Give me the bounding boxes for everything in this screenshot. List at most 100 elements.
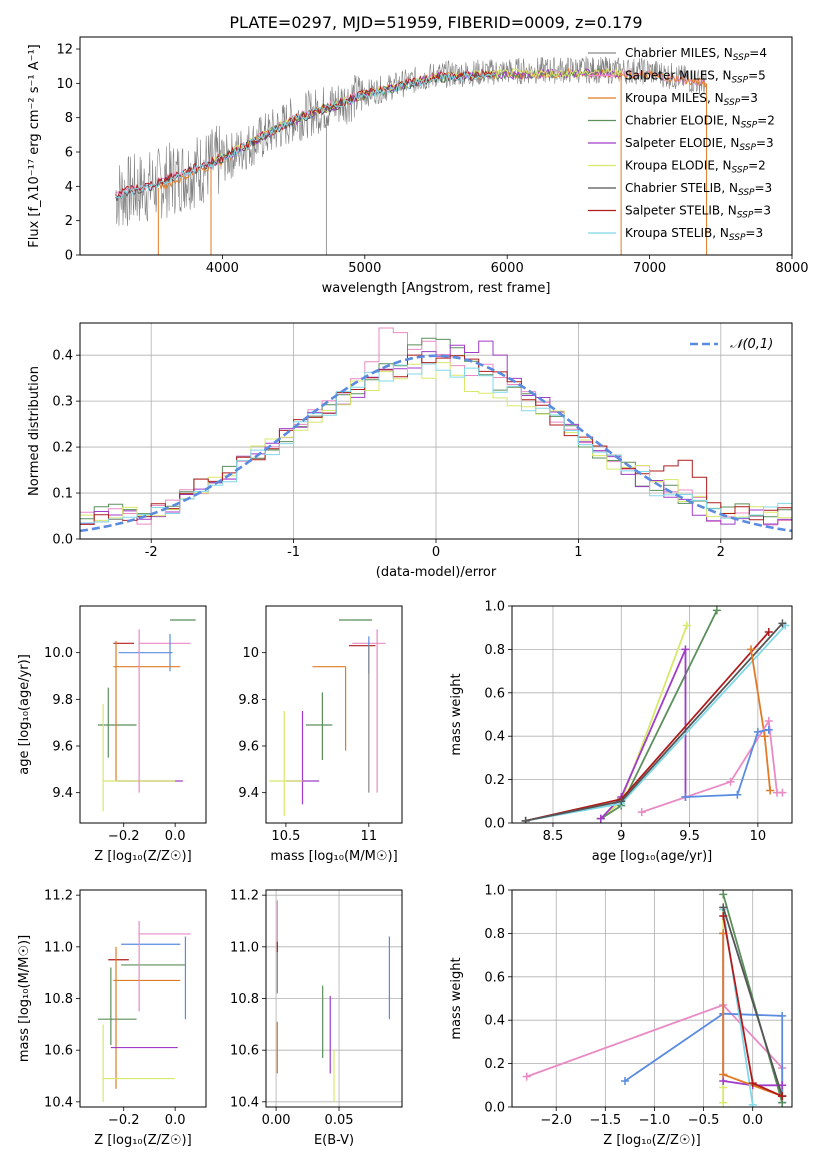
mass_vs_age-xtick-label: 10.5 (271, 829, 300, 844)
age_vs_massweight-point-marker (778, 619, 787, 628)
spectrum-ytick-label: 12 (56, 43, 73, 58)
z_vs_massweight-xtick-label: −1.0 (639, 1113, 671, 1128)
z_vs_massweight-series-line (722, 907, 784, 1097)
age_vs_massweight-point-marker (764, 628, 773, 637)
age_vs_massweight-series-line (600, 649, 687, 820)
spectrum-series-line (115, 71, 494, 199)
age_vs_massweight-xtick-label: 8.5 (543, 829, 564, 844)
legend-label: Chabrier MILES, NSSP=4 (625, 46, 767, 63)
mass_vs_age-ytick-label: 9.4 (238, 786, 259, 801)
spectrum-ytick-label: 4 (65, 180, 73, 195)
z_vs_massweight-ytick-label: 0.0 (484, 1101, 505, 1116)
age_vs_massweight-ytick-label: 0.0 (484, 817, 505, 832)
ebv_vs_mass-ytick-label: 11.2 (230, 889, 259, 904)
spectrum-xtick-label: 5000 (348, 261, 381, 276)
residuals-ytick-label: 0.2 (52, 441, 73, 456)
legend-label: Chabrier ELODIE, NSSP=2 (625, 114, 775, 131)
ebv_vs_mass-marks (276, 900, 391, 1102)
age_vs_massweight-ytick-label: 0.4 (484, 730, 505, 745)
legend-label: Chabrier STELIB, NSSP=3 (625, 181, 772, 198)
age_vs_massweight-point-marker (596, 814, 605, 823)
age_vs_massweight-xtick-label: 9 (617, 829, 625, 844)
z_vs_age-ylabel: age [log₁₀(age/yr)] (17, 654, 32, 775)
z_vs_massweight-ytick-label: 0.8 (484, 927, 505, 942)
age_vs_massweight-ytick-label: 0.2 (484, 773, 505, 788)
residuals-ytick-label: 0.3 (52, 395, 73, 410)
spectrum-panel: 4000 5000 6000 7000 8000 0 2 4 6 8 10 12 wavelength … (27, 36, 809, 296)
z_vs_mass-ytick-label: 10.6 (44, 1044, 73, 1059)
age_vs_massweight-point-marker (726, 777, 735, 786)
z_vs_massweight-xtick-label: 0.0 (742, 1113, 763, 1128)
z_vs_mass-ytick-label: 10.8 (44, 992, 73, 1007)
mass_vs_age-ytick-label: 9.8 (238, 693, 259, 708)
age_vs_massweight-point-marker (760, 732, 769, 741)
spectrum-ytick-label: 0 (65, 249, 73, 264)
age_vs_massweight-point-marker (764, 717, 773, 726)
age_vs_massweight-point-marker (637, 808, 646, 817)
age_vs_massweight-point-marker (778, 788, 787, 797)
age_vs_massweight-ytick-label: 0.8 (484, 643, 505, 658)
age_vs_massweight-point-marker (712, 606, 721, 615)
ebv_vs_mass-ytick-label: 10.4 (230, 1095, 259, 1110)
age_vs_massweight-point-marker (764, 725, 773, 734)
residuals-xtick-label: 1 (574, 545, 582, 560)
z_vs_mass-ytick-label: 10.4 (44, 1095, 73, 1110)
residuals-xlabel: (data-model)/error (376, 565, 497, 580)
spectrum-xtick-label: 6000 (491, 261, 524, 276)
z_vs_age-ytick-label: 9.6 (52, 740, 73, 755)
residuals-frame (79, 322, 793, 540)
z_vs_massweight-point-marker (620, 1076, 629, 1085)
spectrum-ylabel: Flux [f_λ10⁻¹⁷ erg cm⁻² s⁻¹ A⁻¹] (27, 44, 42, 248)
age_vs_massweight-point-marker (681, 645, 690, 654)
z_vs_massweight-ytick-label: 0.4 (484, 1014, 505, 1029)
legend-label: 𝒩(0,1) (730, 337, 773, 352)
mass_vs_age-marks (269, 619, 386, 816)
z_vs_age-xtick-label: 0.0 (165, 829, 186, 844)
ebv_vs_mass-xtick-label: 0.00 (262, 1113, 291, 1128)
spectrum-xtick-label: 4000 (206, 261, 239, 276)
mass_vs_age-ytick-label: 10 (242, 646, 259, 661)
ebv_vs_mass-xlabel: E(B-V) (314, 1133, 354, 1148)
z_vs_massweight-xtick-label: −1.5 (590, 1113, 622, 1128)
z_vs_massweight-point-marker (719, 912, 728, 921)
figure-title: PLATE=0297, MJD=51959, FIBERID=0009, z=0… (229, 13, 642, 32)
age_vs_massweight-point-marker (682, 621, 691, 630)
age_vs_massweight-point-marker (747, 645, 756, 654)
z_vs_age-xtick-label: −0.2 (108, 829, 140, 844)
z_vs_massweight-series-line (624, 1012, 784, 1103)
z_vs_massweight-point-marker (719, 890, 728, 899)
residual-lines (80, 327, 792, 533)
z_vs_massweight-point-marker (748, 1100, 757, 1107)
spectrum-xtick-label: 8000 (775, 261, 808, 276)
z_vs_age-ytick-label: 10.0 (44, 646, 73, 661)
z_vs_age-marks (98, 619, 196, 812)
residuals-panel: -2 -1 0 1 2 0.0 0.1 0.2 0.3 0.4 (data-model)/error… (27, 322, 793, 580)
age_vs_massweight-ytick-label: 1.0 (484, 600, 505, 615)
z_vs_massweight-panel: −2.0 −1.5 −1.0 −0.5 0.0 0.0 0.2 0.4 0.6 0.8 1.0 Z [… (449, 884, 793, 1148)
age_vs_massweight-panel: 8.5 9 9.5 10 0.0 0.2 0.4 0.6 0.8 1.0 age [log₁₀(ag… (449, 600, 793, 864)
z_vs_mass-ylabel: mass [log₁₀(M/M☉)] (17, 935, 32, 1062)
z_vs_massweight-point-marker (719, 1070, 728, 1079)
z_vs_mass-xtick-label: 0.0 (165, 1113, 186, 1128)
spectrum-xtick-label: 7000 (633, 261, 666, 276)
z_vs_mass-ytick-label: 11.0 (44, 940, 73, 955)
z_vs_massweight-ytick-label: 1.0 (484, 884, 505, 899)
mass_vs_age-ytick-label: 9.6 (238, 740, 259, 755)
z_vs_massweight-xtick-label: −2.0 (540, 1113, 572, 1128)
age_vs_massweight-xlabel: age [log₁₀(age/yr)] (592, 849, 713, 864)
residuals-xtick-label: -1 (287, 545, 300, 560)
age_vs_massweight-series-line (685, 728, 769, 798)
legend-label: Kroupa ELODIE, NSSP=2 (625, 159, 766, 176)
ebv_vs_mass-ytick-label: 10.6 (230, 1044, 259, 1059)
z_vs_massweight-ytick-label: 0.2 (484, 1057, 505, 1072)
age_vs_massweight-xtick-label: 10 (750, 829, 767, 844)
z_vs_massweight-point-marker (719, 1098, 728, 1107)
ebv_vs_mass-ytick-label: 11.0 (230, 940, 259, 955)
z_vs_massweight-series-line (722, 894, 784, 1103)
mass_vs_age-xlabel: mass [log₁₀(M/M☉)] (270, 849, 397, 864)
ebv_vs_mass-frame (265, 889, 403, 1108)
spectrum-lines (115, 56, 708, 255)
z_vs_massweight-ytick-label: 0.6 (484, 970, 505, 985)
